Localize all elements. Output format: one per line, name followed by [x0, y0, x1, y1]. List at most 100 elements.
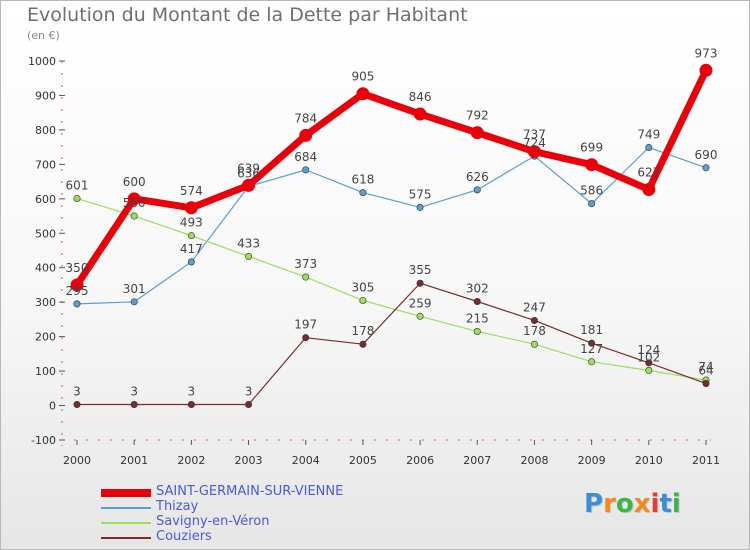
y-tick-label: 800: [35, 124, 56, 137]
data-point: [245, 252, 253, 260]
y-tick-label: 300: [35, 296, 56, 309]
legend-swatch: [101, 521, 151, 524]
series-line-1: [76, 146, 707, 305]
data-point: [184, 201, 198, 215]
chart-title: Evolution du Montant de la Dette par Hab…: [27, 4, 468, 26]
data-label: 301: [123, 282, 146, 296]
x-tick-label: 2008: [520, 454, 548, 467]
data-label: 373: [294, 257, 317, 271]
data-label: 724: [523, 136, 546, 150]
data-point: [73, 401, 81, 409]
x-tick-label: 2001: [120, 454, 148, 467]
x-tick-label: 2005: [349, 454, 377, 467]
legend-swatch: [101, 536, 151, 539]
data-point: [473, 327, 481, 335]
data-label: 639: [237, 161, 260, 175]
data-point: [470, 126, 484, 140]
legend-swatch: [101, 488, 151, 497]
x-tick-label: 2007: [463, 454, 491, 467]
data-label: 3: [245, 385, 253, 399]
data-label: 626: [466, 170, 489, 184]
data-label: 181: [580, 323, 603, 337]
data-label: 355: [409, 263, 432, 277]
data-point: [356, 87, 370, 101]
data-point: [187, 258, 195, 266]
data-label: 350: [66, 261, 89, 275]
data-label: 127: [580, 342, 603, 356]
data-label: 215: [466, 311, 489, 325]
series-lines: [73, 66, 710, 406]
data-point: [299, 128, 313, 142]
data-label: 749: [637, 127, 660, 141]
data-label: 178: [523, 324, 546, 338]
data-label: 618: [351, 173, 374, 187]
legend-label: Thizay: [156, 499, 199, 514]
data-label: 197: [294, 318, 317, 332]
data-label: 575: [409, 187, 432, 201]
data-point: [588, 200, 596, 208]
y-tick-label: 700: [35, 158, 56, 171]
legend-label: Couziers: [156, 529, 212, 544]
data-point: [73, 300, 81, 308]
data-label: 601: [66, 178, 89, 192]
x-tick-label: 2010: [635, 454, 663, 467]
data-point: [473, 186, 481, 194]
proxiti-logo: Proxiti: [584, 489, 681, 519]
data-point: [642, 183, 656, 197]
y-tick-label: 900: [35, 89, 56, 102]
data-label: 3: [73, 385, 81, 399]
x-tick-label: 2011: [692, 454, 720, 467]
data-label: 684: [294, 150, 317, 164]
data-point: [245, 401, 253, 409]
data-point: [127, 192, 141, 206]
data-label: 259: [409, 296, 432, 310]
data-point: [588, 358, 596, 366]
data-label: 102: [637, 350, 660, 364]
data-label: 417: [180, 242, 203, 256]
data-point: [699, 63, 713, 77]
x-tick-label: 2006: [406, 454, 434, 467]
data-label: 124: [637, 343, 660, 357]
data-point: [359, 296, 367, 304]
data-point: [302, 334, 310, 342]
data-point: [70, 278, 84, 292]
data-label: 699: [580, 141, 603, 155]
data-label: 574: [180, 184, 203, 198]
data-label: 636: [237, 166, 260, 180]
data-point: [588, 339, 596, 347]
data-point: [416, 203, 424, 211]
data-point: [530, 340, 538, 348]
y-tick-label: 600: [35, 193, 56, 206]
data-label: 846: [409, 90, 432, 104]
data-point: [187, 232, 195, 240]
chart-axes: -100 0 100 200 300 400 500 600 700 800 900 1000 2000…: [28, 55, 720, 467]
y-tick-label: 0: [49, 400, 56, 413]
series-line-2: [76, 197, 707, 381]
x-tick-label: 2000: [63, 454, 91, 467]
data-label: 433: [237, 236, 260, 250]
y-tick-label: 500: [35, 227, 56, 240]
data-point: [416, 279, 424, 287]
legend-label: Savigny-en-Véron: [156, 514, 270, 529]
series-markers: [70, 63, 713, 409]
data-labels: 350 600 574 639 784 905 846 792 737 699 627 973 295 3…: [66, 46, 718, 398]
data-point: [702, 164, 710, 172]
data-point: [130, 401, 138, 409]
data-label: 247: [523, 300, 546, 314]
legend-label: SAINT-GERMAIN-SUR-VIENNE: [156, 484, 344, 499]
x-tick-label: 2002: [177, 454, 205, 467]
data-label: 302: [466, 281, 489, 295]
data-point: [130, 298, 138, 306]
data-label: 627: [637, 166, 660, 180]
y-tick-label: 200: [35, 331, 56, 344]
chart-subtitle: (en €): [27, 29, 60, 42]
data-label: 74: [698, 360, 713, 374]
data-label: 690: [695, 148, 718, 162]
data-label: 784: [294, 111, 317, 125]
data-label: 550: [123, 196, 146, 210]
data-label: 305: [351, 280, 374, 294]
series-line-0: [73, 66, 710, 289]
data-point: [527, 145, 541, 159]
